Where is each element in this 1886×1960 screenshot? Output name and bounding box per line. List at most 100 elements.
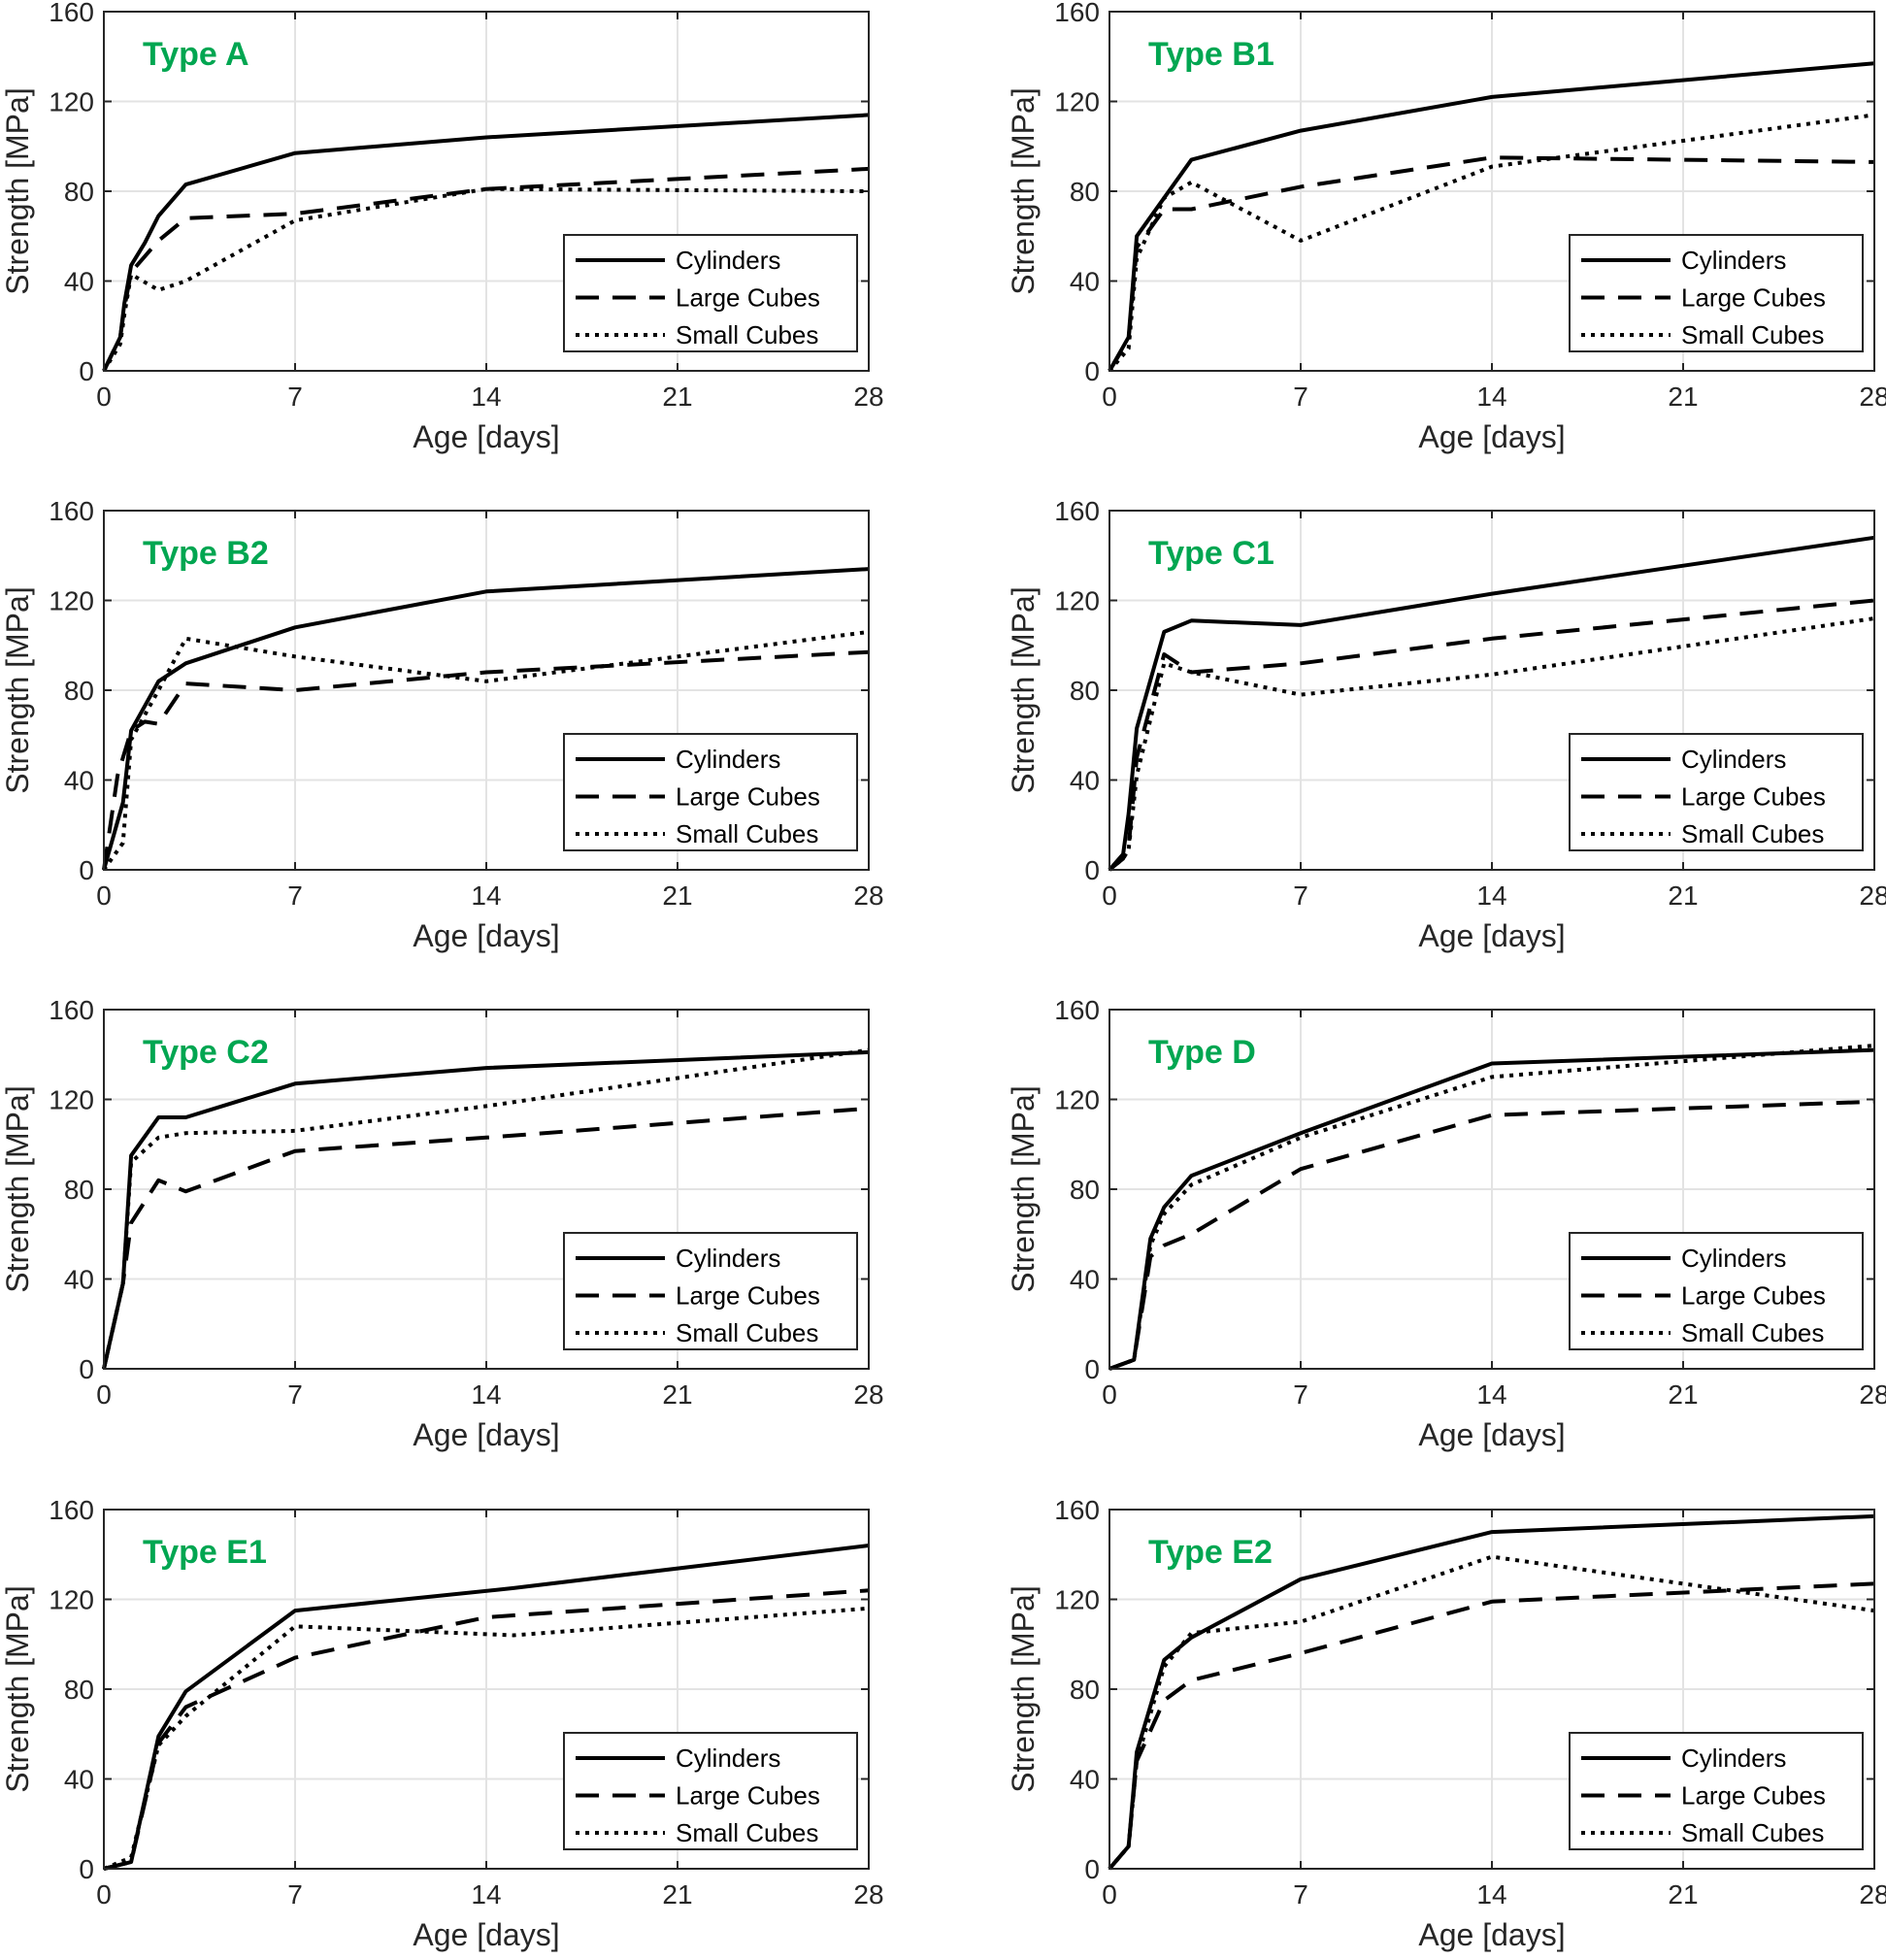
x-tick-label: 7 bbox=[1293, 880, 1308, 911]
y-tick-label: 0 bbox=[1084, 1854, 1100, 1884]
y-tick-label: 120 bbox=[1054, 1085, 1100, 1115]
chart-panel-7: 0 7 14 21 28 0 40 80 120 160 Age [days] Strength [M… bbox=[1006, 1495, 1886, 1952]
x-axis-label: Age [days] bbox=[1418, 1417, 1565, 1452]
axes-box bbox=[103, 510, 870, 871]
chart-panel-3: 0 7 14 21 28 0 40 80 120 160 Age [days] Strength [M… bbox=[1006, 496, 1886, 953]
legend-label: Small Cubes bbox=[1681, 1818, 1824, 1847]
x-tick-label: 14 bbox=[471, 880, 501, 911]
x-axis-label: Age [days] bbox=[1418, 1917, 1565, 1952]
axes-box bbox=[103, 1009, 870, 1370]
x-tick-label: 7 bbox=[287, 880, 303, 911]
series-line-cylinders bbox=[1108, 535, 1875, 872]
x-tick-label: 14 bbox=[471, 382, 501, 412]
y-tick-label: 80 bbox=[1070, 1175, 1100, 1205]
legend-label: Cylinders bbox=[676, 1244, 780, 1273]
panel-title: Type B1 bbox=[1148, 36, 1274, 73]
x-tick-label: 28 bbox=[1859, 880, 1886, 911]
series-line-cylinders bbox=[102, 567, 870, 871]
y-tick-label: 40 bbox=[1070, 267, 1100, 297]
y-tick-label: 80 bbox=[64, 1675, 94, 1705]
panel-title: Type B2 bbox=[143, 535, 269, 572]
chart-panel-2: 0 7 14 21 28 0 40 80 120 160 Age [days] Strength [M… bbox=[0, 496, 884, 953]
chart-panel-0: 0 7 14 21 28 0 40 80 120 160 Age [days] Strength [M… bbox=[0, 0, 884, 454]
x-tick-label: 21 bbox=[1668, 1879, 1698, 1910]
legend: Cylinders Large Cubes Small Cubes bbox=[563, 234, 858, 352]
x-tick-label: 0 bbox=[1102, 382, 1117, 412]
legend: Cylinders Large Cubes Small Cubes bbox=[563, 1232, 858, 1350]
x-tick-label: 21 bbox=[1668, 382, 1698, 412]
series-line-small-cubes bbox=[1108, 1044, 1875, 1371]
x-tick-label: 7 bbox=[1293, 1879, 1308, 1910]
legend-label: Cylinders bbox=[1681, 1244, 1786, 1273]
x-tick-label: 28 bbox=[853, 382, 883, 412]
series-line-small-cubes bbox=[102, 186, 870, 373]
y-tick-label: 160 bbox=[49, 995, 94, 1025]
panel-title: Type D bbox=[1148, 1034, 1256, 1071]
legend-label: Small Cubes bbox=[676, 1318, 818, 1347]
x-tick-label: 28 bbox=[853, 1879, 883, 1910]
x-tick-label: 21 bbox=[662, 1879, 692, 1910]
axes-box bbox=[1108, 11, 1875, 372]
y-tick-label: 40 bbox=[1070, 766, 1100, 796]
legend-label: Large Cubes bbox=[1681, 782, 1826, 812]
x-tick-label: 21 bbox=[1668, 880, 1698, 911]
x-tick-label: 28 bbox=[1859, 1879, 1886, 1910]
y-axis-label: Strength [MPa] bbox=[1006, 87, 1041, 294]
legend-label: Small Cubes bbox=[676, 819, 818, 848]
y-axis-label: Strength [MPa] bbox=[0, 87, 35, 294]
x-axis-label: Age [days] bbox=[1418, 918, 1565, 953]
y-axis-label: Strength [MPa] bbox=[0, 1085, 35, 1292]
legend-label: Cylinders bbox=[676, 745, 780, 774]
y-tick-label: 160 bbox=[49, 1495, 94, 1525]
x-axis-label: Age [days] bbox=[413, 419, 559, 454]
y-axis-label: Strength [MPa] bbox=[1006, 1085, 1041, 1292]
x-tick-label: 21 bbox=[662, 382, 692, 412]
series-line-large-cubes bbox=[102, 649, 870, 871]
series-line-large-cubes bbox=[1108, 1581, 1875, 1871]
legend-label: Small Cubes bbox=[676, 1818, 818, 1847]
legend-box bbox=[563, 234, 858, 352]
legend-label: Cylinders bbox=[676, 246, 780, 275]
y-tick-label: 160 bbox=[49, 496, 94, 526]
y-tick-label: 80 bbox=[64, 676, 94, 706]
panel-title: Type C2 bbox=[143, 1034, 269, 1071]
y-tick-label: 160 bbox=[1054, 496, 1100, 526]
chart-panel-6: 0 7 14 21 28 0 40 80 120 160 Age [days] Strength [M… bbox=[0, 1495, 884, 1952]
legend-box bbox=[1569, 1232, 1864, 1350]
legend: Cylinders Large Cubes Small Cubes bbox=[1569, 234, 1864, 352]
y-tick-label: 120 bbox=[1054, 87, 1100, 117]
series-line-cylinders bbox=[103, 1544, 870, 1871]
x-tick-label: 7 bbox=[1293, 1379, 1308, 1410]
x-tick-label: 0 bbox=[1102, 1879, 1117, 1910]
x-tick-label: 7 bbox=[287, 382, 303, 412]
x-tick-label: 14 bbox=[1476, 1879, 1506, 1910]
y-tick-label: 120 bbox=[49, 1585, 94, 1615]
chart-panel-5: 0 7 14 21 28 0 40 80 120 160 Age [days] Strength [M… bbox=[1006, 995, 1886, 1452]
x-tick-label: 28 bbox=[853, 880, 883, 911]
y-tick-label: 0 bbox=[79, 1854, 94, 1884]
y-tick-label: 40 bbox=[64, 766, 94, 796]
legend-label: Cylinders bbox=[676, 1744, 780, 1773]
legend-box bbox=[563, 733, 858, 851]
series-line-large-cubes bbox=[1108, 1099, 1875, 1371]
y-axis-label: Strength [MPa] bbox=[0, 586, 35, 793]
y-tick-label: 0 bbox=[1084, 855, 1100, 885]
y-tick-label: 80 bbox=[64, 1175, 94, 1205]
x-tick-label: 21 bbox=[662, 880, 692, 911]
x-axis-label: Age [days] bbox=[413, 918, 559, 953]
y-tick-label: 0 bbox=[79, 356, 94, 386]
legend-label: Cylinders bbox=[1681, 246, 1786, 275]
x-axis-label: Age [days] bbox=[1418, 419, 1565, 454]
axes-box bbox=[1108, 510, 1875, 871]
x-tick-label: 0 bbox=[96, 1879, 112, 1910]
y-tick-label: 40 bbox=[64, 1765, 94, 1795]
y-tick-label: 0 bbox=[79, 855, 94, 885]
x-tick-label: 0 bbox=[1102, 1379, 1117, 1410]
chart-panel-4: 0 7 14 21 28 0 40 80 120 160 Age [days] Strength [M… bbox=[0, 995, 884, 1452]
axes-box bbox=[1108, 1009, 1875, 1370]
legend-label: Large Cubes bbox=[1681, 283, 1826, 313]
y-tick-label: 40 bbox=[1070, 1265, 1100, 1295]
legend: Cylinders Large Cubes Small Cubes bbox=[1569, 1232, 1864, 1350]
x-tick-label: 7 bbox=[287, 1379, 303, 1410]
